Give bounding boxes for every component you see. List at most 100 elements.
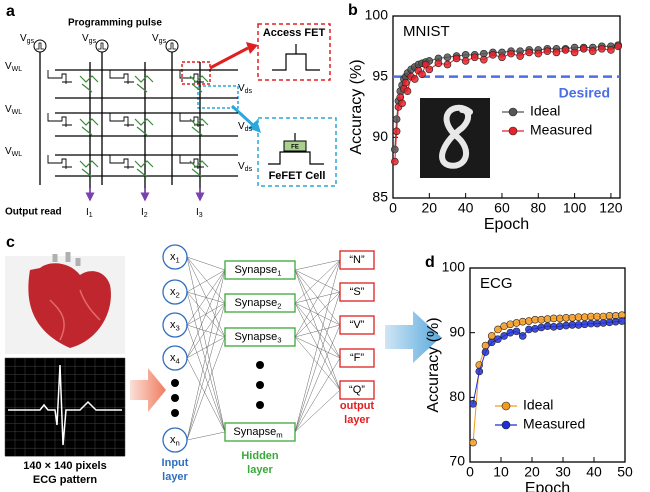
- vgs-label-sub: gs: [27, 38, 35, 45]
- y-tick-label: 100: [442, 259, 466, 275]
- series-line: [472, 320, 622, 404]
- connection: [186, 324, 226, 433]
- connection: [294, 291, 341, 433]
- connection: [294, 324, 341, 338]
- ellipsis-dot: [256, 381, 264, 389]
- synapse-label-main: Synapse: [234, 264, 277, 276]
- input-label-main: x: [170, 352, 176, 364]
- data-point: [479, 55, 488, 64]
- arrow-blue-head: [248, 120, 261, 133]
- vwl-label-sub: WL: [12, 109, 23, 116]
- connection: [186, 269, 226, 359]
- current-label-main: I: [196, 207, 199, 218]
- data-point: [599, 312, 608, 321]
- access-fet-box: [257, 23, 331, 81]
- arrow-blue: [230, 104, 256, 128]
- output-layer-label: output: [340, 400, 375, 412]
- output-label: “Q”: [349, 384, 365, 396]
- current-label: I2: [141, 207, 148, 219]
- data-point: [443, 60, 452, 69]
- vds-label: Vds: [238, 161, 253, 173]
- output-read: Output read: [5, 207, 62, 218]
- output-label: “N”: [349, 254, 365, 266]
- connection: [294, 291, 341, 338]
- data-point: [607, 46, 615, 54]
- data-point: [543, 315, 552, 323]
- arrow-light-blue: [385, 311, 441, 363]
- data-point: [506, 320, 515, 329]
- connection: [186, 357, 226, 433]
- current-label: I3: [196, 207, 203, 219]
- vgs-label: Vgs: [152, 33, 167, 45]
- ellipsis-dot: [256, 361, 264, 369]
- access-fet-label: Access FET: [263, 27, 326, 39]
- input-label-sub: 3: [176, 323, 180, 332]
- connection: [186, 256, 226, 304]
- data-point: [469, 399, 477, 408]
- data-point: [605, 318, 614, 327]
- data-point: [494, 335, 502, 343]
- image-caption: 140 × 140 pixels: [23, 460, 106, 472]
- vwl-label: VWL: [5, 104, 22, 116]
- synapse-label-sub: 3: [277, 335, 281, 344]
- crossbar: [33, 39, 238, 202]
- data-point: [443, 53, 452, 62]
- output-label: “S”: [350, 286, 365, 298]
- fefet: [79, 118, 99, 136]
- connection: [294, 291, 341, 304]
- access-transistor: [109, 155, 134, 169]
- layout: [4, 23, 490, 457]
- input-label-main: x: [170, 319, 176, 331]
- data-point: [392, 127, 401, 136]
- connection: [294, 336, 341, 359]
- vwl-label-sub: WL: [12, 151, 23, 158]
- data-point: [543, 322, 552, 331]
- output-label: “V”: [350, 319, 365, 331]
- vwl-label: VWL: [5, 146, 22, 158]
- vds-label-sub: ds: [245, 166, 253, 173]
- connection: [294, 302, 341, 359]
- vds-label-main: V: [238, 161, 245, 172]
- data-point: [403, 87, 412, 96]
- data-point: [618, 317, 626, 325]
- vds-label-sub: ds: [245, 88, 253, 95]
- pulse-source: [95, 39, 109, 53]
- data-point: [531, 324, 539, 333]
- data-point: [556, 314, 564, 323]
- output-box: [339, 348, 375, 368]
- current-label-main: I: [86, 207, 89, 218]
- access-transistor: [47, 155, 72, 169]
- fefet: [189, 118, 209, 136]
- data-point: [401, 78, 410, 87]
- current-label-sub: 2: [144, 212, 148, 219]
- access-transistor: [109, 113, 134, 127]
- data-point: [562, 321, 570, 330]
- vgs-label-main: V: [82, 33, 89, 44]
- x-tick-label: 0: [389, 200, 397, 216]
- connection: [294, 324, 341, 433]
- connection: [186, 324, 226, 338]
- network-connections: [186, 256, 341, 441]
- data-point: [391, 157, 399, 166]
- vds-label: Vds: [238, 83, 253, 95]
- vgs-label-sub: gs: [89, 38, 97, 45]
- data-point: [556, 322, 564, 331]
- pulse-source: [33, 39, 47, 53]
- access-transistor: [47, 113, 72, 127]
- y-tick-label: 95: [372, 67, 388, 83]
- ellipsis-dot: [256, 401, 264, 409]
- output-box: [339, 282, 375, 302]
- fefet: [79, 160, 99, 178]
- data-point: [418, 70, 426, 79]
- data-point: [512, 327, 521, 336]
- panel-label: c: [6, 234, 15, 251]
- data-point: [398, 99, 406, 108]
- data-point: [568, 313, 577, 322]
- fefet: [189, 75, 209, 93]
- input-label-main: x: [170, 251, 176, 263]
- connection: [294, 259, 341, 433]
- synapse-label: Synapse1: [234, 264, 281, 277]
- data-point: [498, 53, 506, 62]
- legend-marker: [501, 420, 511, 430]
- data-point: [506, 328, 515, 337]
